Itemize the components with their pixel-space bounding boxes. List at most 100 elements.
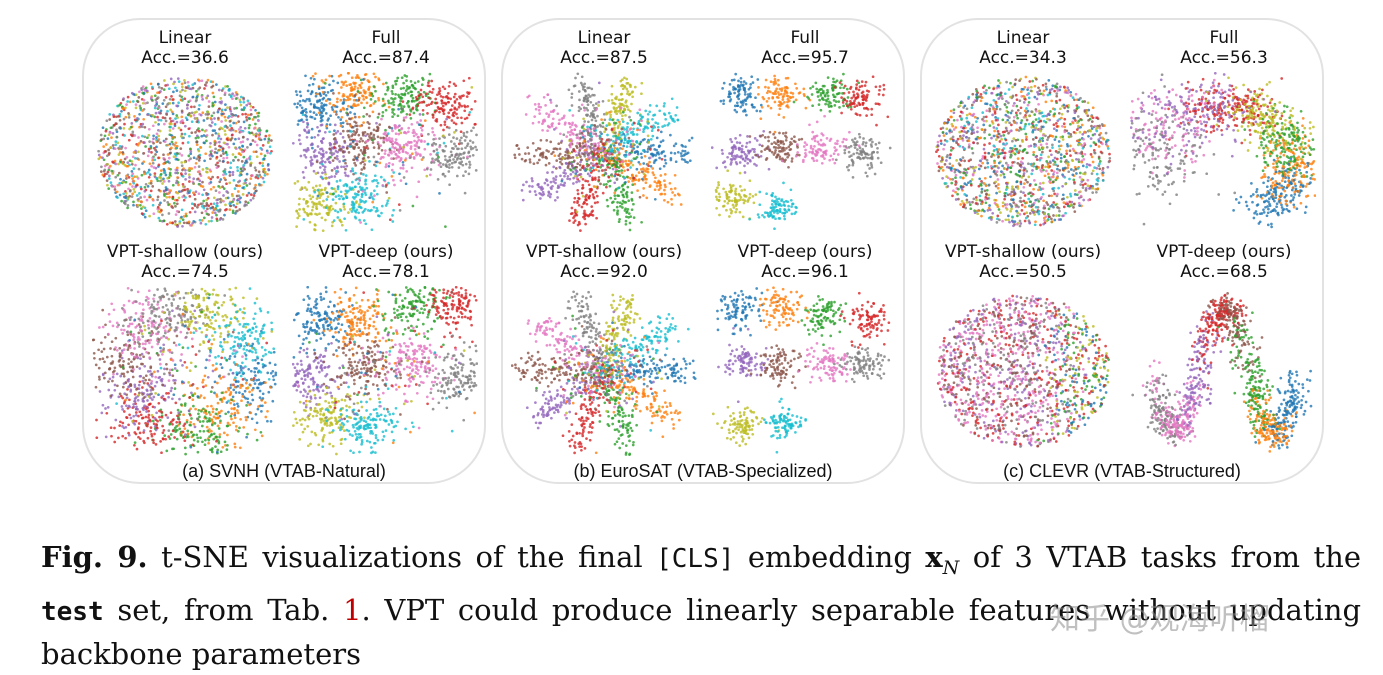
tsne-point (468, 293, 472, 297)
tsne-point (258, 369, 261, 373)
tsne-point (269, 386, 272, 389)
tsne-point (455, 137, 459, 140)
tsne-point (208, 293, 211, 296)
tsne-point (390, 175, 394, 178)
tsne-point (464, 288, 468, 292)
tsne-point (189, 413, 192, 417)
tsne-point (324, 176, 327, 180)
tsne-point (192, 438, 196, 442)
tsne-point (209, 202, 213, 206)
tsne-point (326, 365, 330, 369)
tsne-point (326, 327, 330, 331)
tsne-point (302, 322, 305, 326)
tsne-point (165, 449, 169, 453)
tsne-point (344, 167, 347, 171)
tsne-point (157, 163, 161, 167)
tsne-point (202, 141, 206, 145)
tsne-point (125, 393, 129, 397)
tsne-point (420, 128, 424, 132)
tsne-point (151, 156, 155, 160)
tsne-point (224, 313, 227, 317)
tsne-point (318, 184, 322, 187)
tsne-point (321, 323, 325, 327)
tsne-point (414, 95, 418, 99)
tsne-point (249, 198, 253, 202)
tsne-point (173, 220, 177, 223)
tsne-point (455, 158, 459, 161)
tsne-point (457, 105, 461, 109)
tsne-point (391, 84, 395, 88)
tsne-point (132, 187, 136, 191)
tsne-point (333, 140, 337, 144)
tsne-point (218, 209, 222, 213)
tsne-point (236, 115, 240, 118)
tsne-point (208, 417, 211, 420)
tsne-point (457, 315, 461, 319)
tsne-point (234, 113, 238, 117)
tsne-point (115, 348, 119, 352)
tsne-point (385, 202, 389, 205)
tsne-point (146, 319, 150, 323)
tsne-point (131, 301, 135, 305)
tsne-point (238, 391, 241, 394)
tsne-point (377, 304, 381, 308)
tsne-point (401, 304, 405, 307)
tsne-point (359, 161, 363, 165)
tsne-point (300, 106, 304, 110)
tsne-point (358, 305, 362, 308)
tsne-point (253, 140, 257, 144)
tsne-point (180, 132, 184, 136)
tsne-point (103, 360, 106, 364)
tsne-point (160, 410, 163, 414)
tsne-point (314, 94, 318, 98)
tsne-point (377, 112, 381, 116)
tsne-point (208, 154, 212, 157)
tsne-point (301, 368, 304, 372)
tsne-point (340, 323, 344, 327)
tsne-point (162, 189, 166, 193)
tsne-point (234, 155, 237, 159)
tsne-point (304, 166, 308, 169)
tsne-point (391, 139, 394, 143)
tsne-point (245, 194, 249, 197)
tsne-point (190, 391, 193, 395)
tsne-point (189, 331, 193, 334)
tsne-point (198, 172, 202, 176)
tsne-point (141, 109, 144, 112)
tsne-point (305, 131, 309, 134)
tsne-point (144, 209, 148, 213)
tsne-point (149, 338, 153, 342)
tsne-point (387, 338, 391, 342)
tsne-point (201, 202, 204, 205)
tsne-point (216, 293, 220, 297)
tsne-point (154, 443, 158, 446)
tsne-point (198, 327, 202, 330)
tsne-point (200, 219, 204, 222)
tsne-point (323, 130, 327, 134)
tsne-point (306, 320, 309, 324)
tsne-point (374, 75, 377, 79)
tsne-point (169, 411, 173, 415)
tsne-point (149, 429, 152, 433)
tsne-point (183, 360, 187, 364)
tsne-point (431, 159, 435, 163)
tsne-point (177, 101, 180, 105)
tsne-point (450, 108, 453, 112)
tsne-point (131, 365, 134, 368)
tsne-point (421, 108, 425, 112)
tsne-point (430, 91, 434, 94)
tsne-point (417, 296, 421, 299)
tsne-point (239, 417, 242, 421)
tsne-point (465, 135, 468, 139)
tsne-point (152, 395, 156, 399)
tsne-point (306, 89, 310, 93)
tsne-point (307, 365, 310, 368)
tsne-point (140, 352, 144, 356)
tsne-point (171, 101, 175, 105)
tsne-point (329, 391, 332, 395)
tsne-point (206, 94, 210, 98)
tsne-point (449, 315, 453, 319)
tsne-point (390, 157, 393, 160)
tsne-point (111, 132, 115, 135)
tsne-point (170, 294, 174, 298)
